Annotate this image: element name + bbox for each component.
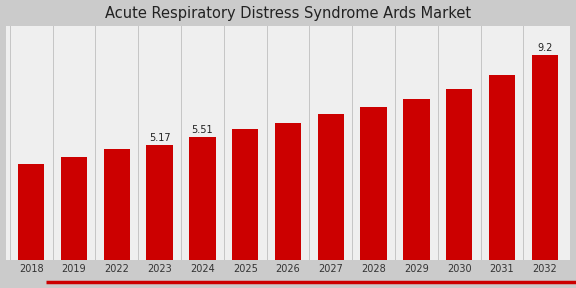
Text: 9.2: 9.2 — [537, 43, 552, 53]
Text: 5.51: 5.51 — [192, 125, 213, 135]
Bar — [275, 123, 301, 260]
Bar — [317, 115, 344, 260]
Title: Acute Respiratory Distress Syndrome Ards Market: Acute Respiratory Distress Syndrome Ards… — [105, 5, 471, 20]
Bar — [446, 89, 472, 260]
Bar — [232, 129, 259, 260]
Bar — [532, 55, 558, 260]
Bar — [189, 137, 215, 260]
Bar — [403, 99, 430, 260]
Bar — [104, 149, 130, 260]
Text: 5.17: 5.17 — [149, 133, 170, 143]
Bar — [18, 164, 44, 260]
Bar — [361, 107, 387, 260]
Bar — [60, 157, 88, 260]
Bar — [146, 145, 173, 260]
Bar — [488, 75, 516, 260]
